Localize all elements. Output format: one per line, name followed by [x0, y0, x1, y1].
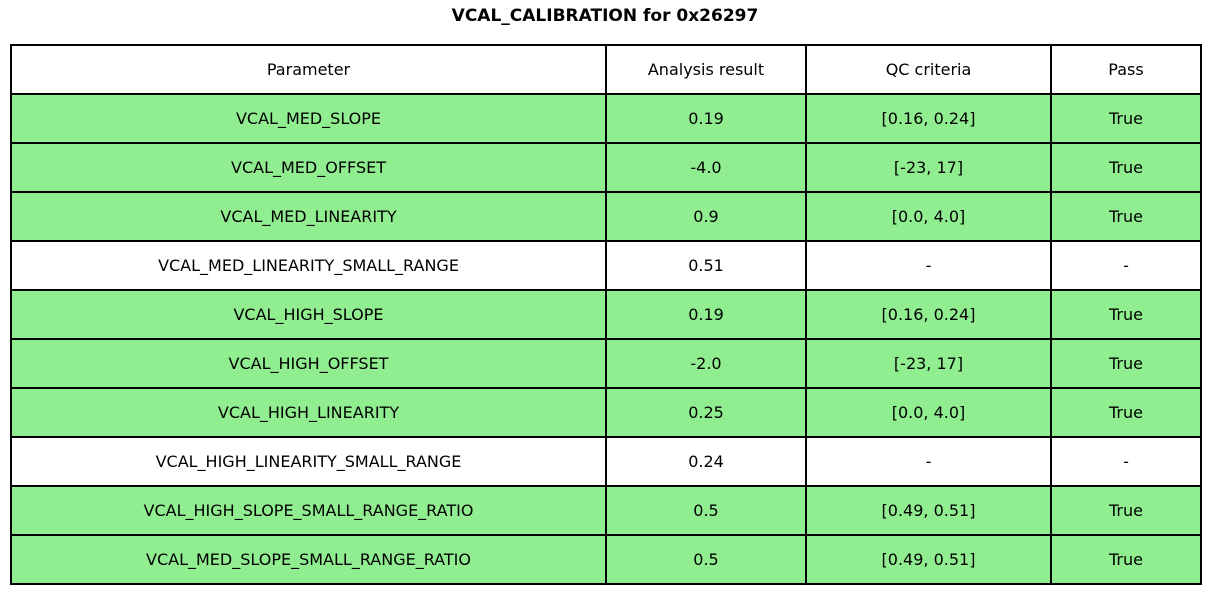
cell-analysis-result: -4.0	[605, 142, 807, 193]
cell-parameter: VCAL_MED_SLOPE_SMALL_RANGE_RATIO	[10, 534, 607, 585]
cell-analysis-result: 0.5	[605, 485, 807, 536]
cell-pass: -	[1050, 436, 1202, 487]
cell-analysis-result: 0.5	[605, 534, 807, 585]
table-row: VCAL_MED_LINEARITY 0.9 [0.0, 4.0] True	[10, 191, 1202, 242]
cell-qc-criteria: [-23, 17]	[805, 338, 1052, 389]
column-header-pass: Pass	[1050, 44, 1202, 95]
table-row: VCAL_HIGH_OFFSET -2.0 [-23, 17] True	[10, 338, 1202, 389]
table-row: VCAL_HIGH_SLOPE_SMALL_RANGE_RATIO 0.5 [0…	[10, 485, 1202, 536]
page-title: VCAL_CALIBRATION for 0x26297	[451, 6, 759, 26]
cell-analysis-result: 0.9	[605, 191, 807, 242]
cell-qc-criteria: [0.0, 4.0]	[805, 387, 1052, 438]
cell-pass: True	[1050, 93, 1202, 144]
table-row: VCAL_MED_SLOPE 0.19 [0.16, 0.24] True	[10, 93, 1202, 144]
cell-pass: True	[1050, 387, 1202, 438]
cell-parameter: VCAL_HIGH_OFFSET	[10, 338, 607, 389]
qc-table-body: VCAL_MED_SLOPE 0.19 [0.16, 0.24] True VC…	[10, 93, 1202, 585]
cell-pass: -	[1050, 240, 1202, 291]
cell-pass: True	[1050, 534, 1202, 585]
table-row: VCAL_MED_SLOPE_SMALL_RANGE_RATIO 0.5 [0.…	[10, 534, 1202, 585]
column-header-qc-criteria: QC criteria	[805, 44, 1052, 95]
cell-qc-criteria: -	[805, 436, 1052, 487]
cell-parameter: VCAL_HIGH_SLOPE_SMALL_RANGE_RATIO	[10, 485, 607, 536]
cell-qc-criteria: [-23, 17]	[805, 142, 1052, 193]
cell-analysis-result: 0.19	[605, 289, 807, 340]
cell-pass: True	[1050, 191, 1202, 242]
cell-pass: True	[1050, 142, 1202, 193]
cell-parameter: VCAL_HIGH_SLOPE	[10, 289, 607, 340]
cell-qc-criteria: [0.49, 0.51]	[805, 485, 1052, 536]
table-header-row: Parameter Analysis result QC criteria Pa…	[10, 44, 1202, 95]
cell-analysis-result: 0.19	[605, 93, 807, 144]
qc-results-table: Parameter Analysis result QC criteria Pa…	[10, 44, 1202, 585]
cell-pass: True	[1050, 338, 1202, 389]
cell-analysis-result: 0.25	[605, 387, 807, 438]
cell-qc-criteria: [0.16, 0.24]	[805, 289, 1052, 340]
cell-analysis-result: -2.0	[605, 338, 807, 389]
cell-qc-criteria: -	[805, 240, 1052, 291]
column-header-analysis-result: Analysis result	[605, 44, 807, 95]
cell-qc-criteria: [0.49, 0.51]	[805, 534, 1052, 585]
cell-qc-criteria: [0.16, 0.24]	[805, 93, 1052, 144]
table-row: VCAL_HIGH_LINEARITY 0.25 [0.0, 4.0] True	[10, 387, 1202, 438]
cell-parameter: VCAL_HIGH_LINEARITY	[10, 387, 607, 438]
cell-qc-criteria: [0.0, 4.0]	[805, 191, 1052, 242]
cell-analysis-result: 0.24	[605, 436, 807, 487]
table-row: VCAL_HIGH_SLOPE 0.19 [0.16, 0.24] True	[10, 289, 1202, 340]
cell-parameter: VCAL_MED_LINEARITY	[10, 191, 607, 242]
cell-parameter: VCAL_MED_OFFSET	[10, 142, 607, 193]
column-header-parameter: Parameter	[10, 44, 607, 95]
cell-parameter: VCAL_HIGH_LINEARITY_SMALL_RANGE	[10, 436, 607, 487]
table-row: VCAL_HIGH_LINEARITY_SMALL_RANGE 0.24 - -	[10, 436, 1202, 487]
table-row: VCAL_MED_OFFSET -4.0 [-23, 17] True	[10, 142, 1202, 193]
cell-parameter: VCAL_MED_LINEARITY_SMALL_RANGE	[10, 240, 607, 291]
cell-analysis-result: 0.51	[605, 240, 807, 291]
cell-pass: True	[1050, 289, 1202, 340]
cell-parameter: VCAL_MED_SLOPE	[10, 93, 607, 144]
cell-pass: True	[1050, 485, 1202, 536]
table-row: VCAL_MED_LINEARITY_SMALL_RANGE 0.51 - -	[10, 240, 1202, 291]
